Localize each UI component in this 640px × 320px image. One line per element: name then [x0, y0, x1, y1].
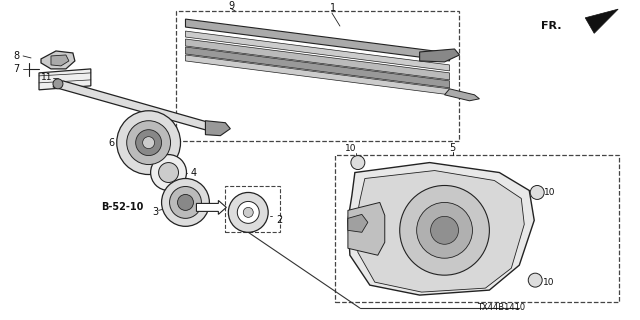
Text: 6: 6 [109, 138, 115, 148]
Text: 5: 5 [449, 143, 456, 153]
Text: 3: 3 [152, 207, 159, 217]
Text: 10: 10 [543, 278, 555, 287]
Polygon shape [196, 200, 227, 214]
Bar [335, 155, 619, 302]
Polygon shape [39, 69, 91, 90]
Polygon shape [186, 19, 449, 61]
Polygon shape [186, 31, 449, 71]
Polygon shape [348, 214, 368, 232]
Polygon shape [585, 9, 618, 33]
Text: 10: 10 [345, 144, 356, 153]
Polygon shape [51, 55, 69, 66]
Circle shape [528, 273, 542, 287]
Polygon shape [186, 55, 449, 95]
Text: 4: 4 [191, 168, 196, 178]
Circle shape [143, 137, 155, 148]
Circle shape [116, 111, 180, 174]
Bar [225, 187, 280, 232]
Polygon shape [356, 171, 524, 292]
Circle shape [159, 163, 179, 182]
Polygon shape [53, 81, 220, 133]
Polygon shape [348, 203, 385, 255]
Circle shape [400, 186, 490, 275]
Text: 8: 8 [13, 51, 19, 61]
Polygon shape [205, 121, 230, 136]
Polygon shape [348, 163, 534, 295]
Text: 10: 10 [544, 188, 556, 197]
Circle shape [53, 79, 63, 89]
Polygon shape [420, 49, 460, 62]
Circle shape [136, 130, 161, 156]
Polygon shape [186, 39, 449, 80]
Text: 1: 1 [330, 3, 336, 13]
Polygon shape [186, 47, 449, 88]
Circle shape [177, 195, 193, 210]
Circle shape [237, 201, 259, 223]
Text: 2: 2 [276, 215, 282, 225]
Text: 7: 7 [13, 64, 19, 74]
Bar [175, 11, 460, 141]
Text: 11: 11 [41, 73, 52, 82]
Circle shape [150, 155, 186, 190]
Circle shape [531, 186, 544, 199]
Polygon shape [41, 51, 75, 69]
Circle shape [417, 203, 472, 258]
Circle shape [431, 216, 458, 244]
Circle shape [351, 156, 365, 170]
Text: B-52-10: B-52-10 [100, 203, 143, 212]
Circle shape [170, 187, 202, 218]
Circle shape [243, 207, 253, 217]
Circle shape [228, 192, 268, 232]
Text: 9: 9 [228, 1, 234, 11]
Text: TX44B1410: TX44B1410 [477, 303, 525, 312]
Circle shape [127, 121, 170, 164]
Circle shape [161, 179, 209, 226]
Polygon shape [445, 89, 479, 101]
Text: FR.: FR. [541, 21, 561, 31]
